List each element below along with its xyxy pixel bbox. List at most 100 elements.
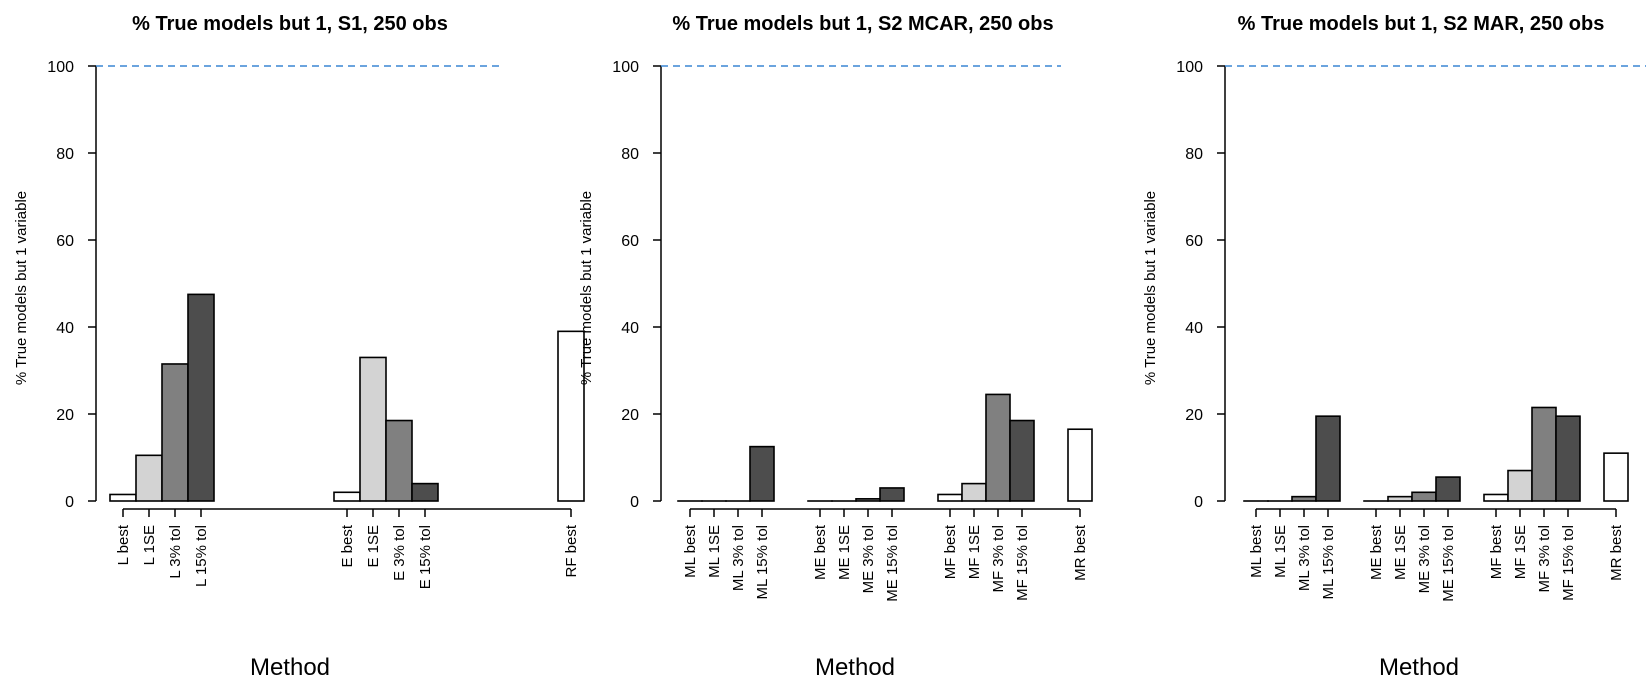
bars — [96, 65, 585, 502]
x-tick-label: MF best — [1488, 524, 1505, 579]
x-tick-label: ME 1SE — [836, 525, 853, 580]
bar — [937, 493, 963, 502]
y-axis-label: % True models but 1 variable — [1142, 191, 1159, 385]
bar — [109, 493, 137, 502]
bar — [1411, 491, 1437, 502]
x-axis-label: Method — [815, 654, 895, 681]
y-tick-label: 40 — [1185, 320, 1203, 337]
x-tick-label: L 1SE — [141, 525, 158, 565]
x-tick-label: ML 1SE — [706, 525, 723, 578]
x-tick-label: ME 15% tol — [1440, 525, 1457, 602]
x-tick-label: L 15% tol — [193, 525, 210, 587]
bars — [661, 65, 1093, 502]
y-tick-label: 100 — [47, 59, 74, 76]
y-tick-label: 80 — [56, 146, 74, 163]
bar — [1387, 495, 1413, 502]
bar — [961, 482, 987, 502]
bar — [1507, 469, 1533, 502]
chart-title: % True models but 1, S2 MCAR, 250 obs — [672, 13, 1053, 35]
bar — [1315, 415, 1341, 502]
y-tick-label: 60 — [621, 233, 639, 250]
x-tick-label: ME best — [1368, 524, 1385, 580]
x-tick-label: MF best — [942, 524, 959, 579]
x-tick-label: ML best — [682, 524, 699, 578]
x-tick-label: L 3% tol — [167, 525, 184, 579]
y-axis: 0 20 40 60 80 100 — [47, 59, 97, 511]
x-tick-label: E 3% tol — [391, 525, 408, 581]
bar — [1531, 406, 1557, 502]
y-axis-label: % True models but 1 variable — [578, 191, 595, 385]
x-tick-label: L best — [115, 524, 132, 565]
x-tick-label: ME 15% tol — [884, 525, 901, 602]
chart-title: % True models but 1, S2 MAR, 250 obs — [1238, 13, 1605, 35]
chart-title: % True models but 1, S1, 250 obs — [132, 13, 448, 35]
x-axis: ML best ML 1SE ML 3% tol ML 15% tol ME best M… — [1248, 508, 1625, 602]
x-tick-label: ML 1SE — [1272, 525, 1289, 578]
chart-panel-s2-mcar: % True models but 1, S2 MCAR, 250 obs % … — [578, 13, 1093, 681]
bar — [385, 419, 413, 502]
bar — [1603, 452, 1629, 502]
x-tick-label: MF 1SE — [1512, 525, 1529, 579]
x-axis: L best L 1SE L 3% tol L 15% tol E best E 1SE E… — [115, 508, 580, 589]
x-tick-label: MF 1SE — [966, 525, 983, 579]
y-tick-label: 60 — [56, 233, 74, 250]
x-axis-label: Method — [250, 654, 330, 681]
bar — [333, 491, 361, 502]
y-tick-label: 60 — [1185, 233, 1203, 250]
x-tick-label: ML 3% tol — [730, 525, 747, 591]
bar — [1291, 495, 1317, 502]
x-tick-label: ME 1SE — [1392, 525, 1409, 580]
y-tick-label: 0 — [1194, 494, 1203, 511]
bar — [161, 363, 189, 502]
x-tick-label: ME 3% tol — [1416, 525, 1433, 593]
bar — [1067, 428, 1093, 502]
bar — [1555, 415, 1581, 502]
bar — [879, 487, 905, 502]
x-tick-label: ML best — [1248, 524, 1265, 578]
x-tick-label: RF best — [563, 524, 580, 577]
y-tick-label: 0 — [630, 494, 639, 511]
x-tick-label: ME best — [812, 524, 829, 580]
x-tick-label: E 1SE — [365, 525, 382, 568]
y-tick-label: 0 — [65, 494, 74, 511]
y-tick-label: 80 — [621, 146, 639, 163]
x-tick-label: MF 3% tol — [1536, 525, 1553, 593]
bar — [411, 482, 439, 502]
bar — [855, 498, 881, 502]
bar — [985, 393, 1011, 502]
x-tick-label: ML 3% tol — [1296, 525, 1313, 591]
y-axis: 0 20 40 60 80 100 — [1176, 59, 1226, 511]
x-tick-label: E 15% tol — [417, 525, 434, 589]
y-tick-label: 80 — [1185, 146, 1203, 163]
y-tick-label: 100 — [1176, 59, 1203, 76]
y-tick-label: 20 — [621, 407, 639, 424]
bar — [1009, 419, 1035, 502]
bar — [359, 356, 387, 502]
x-tick-label: E best — [339, 524, 356, 567]
chart-panel-s2-mar: % True models but 1, S2 MAR, 250 obs % T… — [1142, 13, 1646, 681]
chart-panel-s1: % True models but 1, S1, 250 obs % True … — [13, 13, 585, 681]
x-axis: ML best ML 1SE ML 3% tol ML 15% tol ME best M… — [682, 508, 1089, 602]
y-tick-label: 40 — [56, 320, 74, 337]
x-tick-label: ML 15% tol — [754, 525, 771, 599]
bar — [557, 330, 585, 502]
bar — [1435, 476, 1461, 502]
y-axis-label: % True models but 1 variable — [13, 191, 30, 385]
x-tick-label: ML 15% tol — [1320, 525, 1337, 599]
x-tick-label: MF 15% tol — [1014, 525, 1031, 601]
x-tick-label: ME 3% tol — [860, 525, 877, 593]
y-tick-label: 20 — [56, 407, 74, 424]
bar — [187, 293, 215, 502]
x-tick-label: MF 15% tol — [1560, 525, 1577, 601]
bars — [1225, 65, 1646, 502]
y-tick-label: 40 — [621, 320, 639, 337]
x-tick-label: MF 3% tol — [990, 525, 1007, 593]
y-tick-label: 20 — [1185, 407, 1203, 424]
bar — [1483, 493, 1509, 502]
x-axis-label: Method — [1379, 654, 1459, 681]
y-tick-label: 100 — [612, 59, 639, 76]
bar — [749, 445, 775, 502]
x-tick-label: MR best — [1608, 524, 1625, 581]
x-tick-label: MR best — [1072, 524, 1089, 581]
